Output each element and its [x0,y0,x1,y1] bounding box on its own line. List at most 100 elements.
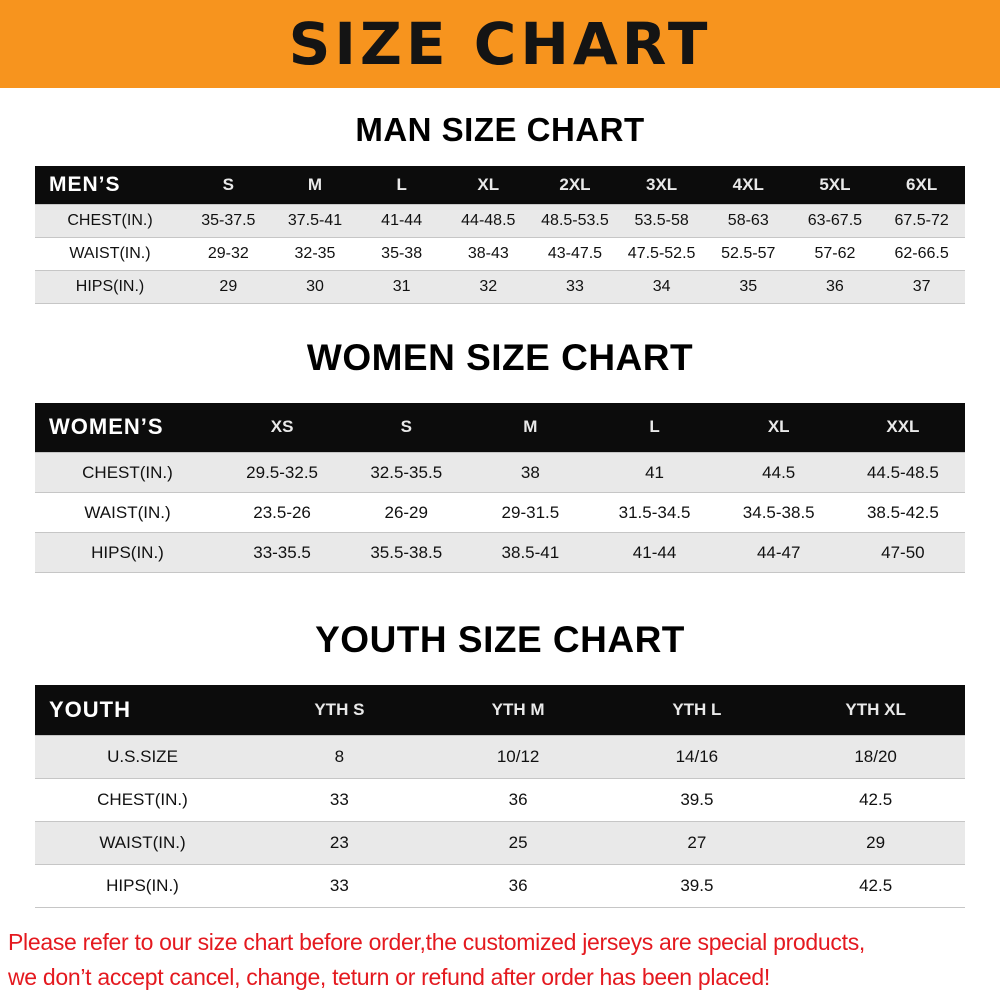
row-label: CHEST(IN.) [82,462,173,482]
table-title: YOUTH [35,685,250,735]
size-chart-banner: SIZE CHART [0,0,1000,88]
value-cell: 32 [479,277,498,295]
value-cell: 38 [520,462,540,482]
value-cell: 35 [739,277,758,295]
value-cell: 44.5-48.5 [866,462,939,482]
value-cell: 26-29 [384,502,428,522]
row-label: WAIST(IN.) [84,502,171,522]
section-heading-women: WOMEN SIZE CHART [306,336,694,378]
value-cell: 31 [392,277,411,295]
disclaimer: Please refer to our size chart before or… [8,928,994,994]
value-cell: 47.5-52.5 [627,244,696,262]
value-cell: 67.5-72 [894,211,949,229]
column-header: 5XL [791,166,879,204]
column-header: YTH L [607,685,787,735]
value-cell: 33 [566,277,584,295]
value-cell: 44-47 [756,542,801,562]
value-cell: 25 [508,832,528,852]
value-cell: 44.5 [762,462,796,482]
value-cell: 29 [866,832,886,852]
banner-title: SIZE CHART [288,10,712,78]
column-header: 2XL [531,166,619,204]
row-label: HIPS(IN.) [91,542,164,562]
value-cell: 14/16 [675,746,719,766]
section-heading-youth: YOUTH SIZE CHART [315,619,685,660]
section-heading-man: MAN SIZE CHART [355,111,645,148]
value-cell: 33 [329,875,349,895]
value-cell: 41 [645,462,664,482]
value-cell: 29 [219,277,238,295]
value-cell: 34 [652,277,671,295]
value-cell: 29.5-32.5 [246,462,318,482]
value-cell: 53.5-58 [634,211,689,229]
value-cell: 34.5-38.5 [742,502,815,522]
row-label: WAIST(IN.) [99,832,186,852]
value-cell: 37.5-41 [287,211,343,229]
value-cell: 47-50 [881,542,925,562]
value-cell: 48.5-53.5 [541,211,609,229]
value-cell: 18/20 [854,746,897,766]
column-header: S [185,166,272,204]
row-label: CHEST(IN.) [67,211,153,229]
table-title: MEN’S [35,166,185,204]
row-label: U.S.SIZE [107,746,178,766]
disclaimer-line-1: Please refer to our size chart before or… [8,928,865,955]
value-cell: 35-38 [381,244,423,262]
value-cell: 44-48.5 [461,211,516,229]
value-cell: 36 [508,875,528,895]
men-size-table: MEN’S S M L XL 2XL 3XL 4XL 5XL 6XL CHEST(IN.) 35-37… [35,166,965,304]
table-row: WAIST(IN.) 23 25 27 29 [35,821,965,864]
table-row: HIPS(IN.) 29 30 31 32 33 34 35 36 37 [35,270,965,303]
value-cell: 38.5-42.5 [866,502,939,522]
column-header: L [592,402,717,453]
value-cell: 41-44 [381,211,423,229]
value-cell: 41-44 [632,542,677,562]
value-cell: 23 [329,832,349,852]
youth-size-table: YOUTH YTH S YTH M YTH L YTH XL U.S.SIZE 8 10/12… [35,685,965,908]
column-header: M [468,402,593,453]
value-cell: 35.5-38.5 [370,542,443,562]
column-header: XXL [840,402,965,453]
column-header: XS [220,402,345,453]
value-cell: 36 [826,277,844,295]
disclaimer-line-2: we don’t accept cancel, change, teturn o… [8,964,770,991]
row-label: CHEST(IN.) [97,789,188,809]
column-header: XL [716,402,841,453]
row-label: HIPS(IN.) [106,875,179,895]
value-cell: 57-62 [814,244,856,262]
value-cell: 29-32 [207,244,249,262]
table-title: WOMEN’S [35,402,220,453]
value-cell: 27 [687,832,707,852]
table-row: WAIST(IN.) 29-32 32-35 35-38 38-43 43-47.5 47.… [35,237,965,270]
value-cell: 38.5-41 [501,542,560,562]
column-header: YTH S [250,685,429,735]
value-cell: 32.5-35.5 [370,462,443,482]
table-row: CHEST(IN.) 29.5-32.5 32.5-35.5 38 41 44.5 44.5… [35,452,965,493]
value-cell: 36 [508,789,528,809]
value-cell: 39.5 [680,789,714,809]
women-size-table: WOMEN’S XS S M L XL XXL CHEST(IN.) 29.5-32.5 32.5… [35,402,965,574]
column-header: YTH M [428,685,608,735]
value-cell: 33 [329,789,349,809]
value-cell: 10/12 [496,746,540,766]
column-header: S [344,402,469,453]
row-label: HIPS(IN.) [75,277,145,295]
value-cell: 39.5 [680,875,714,895]
value-cell: 42.5 [859,875,893,895]
value-cell: 32-35 [294,244,336,262]
value-cell: 62-66.5 [894,244,949,262]
table-row: HIPS(IN.) 33 36 39.5 42.5 [35,864,965,907]
table-row: U.S.SIZE 8 10/12 14/16 18/20 [35,735,965,778]
value-cell: 8 [334,746,345,766]
value-cell: 23.5-26 [253,502,311,522]
value-cell: 35-37.5 [201,211,256,229]
value-cell: 38-43 [467,244,509,262]
value-cell: 52.5-57 [721,244,776,262]
table-row: CHEST(IN.) 35-37.5 37.5-41 41-44 44-48.5 48.5… [35,204,965,237]
value-cell: 29-31.5 [501,502,560,522]
value-cell: 30 [306,277,324,295]
value-cell: 37 [912,277,931,295]
table-row: WAIST(IN.) 23.5-26 26-29 29-31.5 31.5-34.5 34… [35,492,965,533]
value-cell: 58-63 [727,211,769,229]
column-header: 6XL [878,166,965,204]
